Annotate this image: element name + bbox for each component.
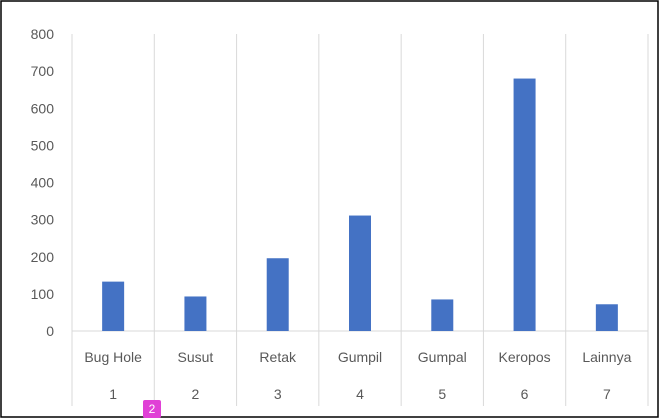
bar-layer: [102, 78, 618, 331]
x-category-number: 4: [356, 386, 364, 402]
x-category-label: Bug Hole: [84, 349, 142, 365]
y-tick-label: 800: [31, 26, 55, 42]
y-tick-label: 500: [31, 137, 55, 153]
y-tick-label: 100: [31, 286, 55, 302]
y-tick-label: 0: [46, 323, 54, 339]
page-badge: 2: [143, 400, 161, 418]
x-category-label: Retak: [259, 349, 297, 365]
bar: [184, 296, 207, 331]
x-category-number: 3: [274, 386, 282, 402]
x-category-number: 1: [109, 386, 117, 402]
y-tick-label: 200: [31, 249, 55, 265]
x-category-number: 2: [192, 386, 200, 402]
y-tick-label: 300: [31, 212, 55, 228]
bar: [431, 299, 454, 331]
bar: [595, 304, 618, 331]
x-category-label: Susut: [178, 349, 214, 365]
x-category-label: Lainnya: [582, 349, 631, 365]
y-tick-label: 400: [31, 175, 55, 191]
x-category-number: 7: [603, 386, 611, 402]
bar: [349, 215, 371, 331]
y-tick-label: 600: [31, 100, 55, 116]
x-category-number: 5: [438, 386, 446, 402]
x-category-label: Gumpal: [418, 349, 467, 365]
x-category-label: Keropos: [498, 349, 550, 365]
x-category-number: 6: [521, 386, 529, 402]
bar: [102, 281, 125, 331]
bar: [266, 258, 289, 331]
y-tick-label: 700: [31, 63, 55, 79]
x-category-label: Gumpil: [338, 349, 382, 365]
x-tick-labels: Bug Hole 1 Susut 2 Retak 3 Gumpil 4 Gumpal 5 Kerop…: [84, 349, 631, 402]
bar: [513, 78, 536, 331]
y-tick-labels: 0 100 200 300 400 500 600 700 800: [31, 26, 55, 339]
